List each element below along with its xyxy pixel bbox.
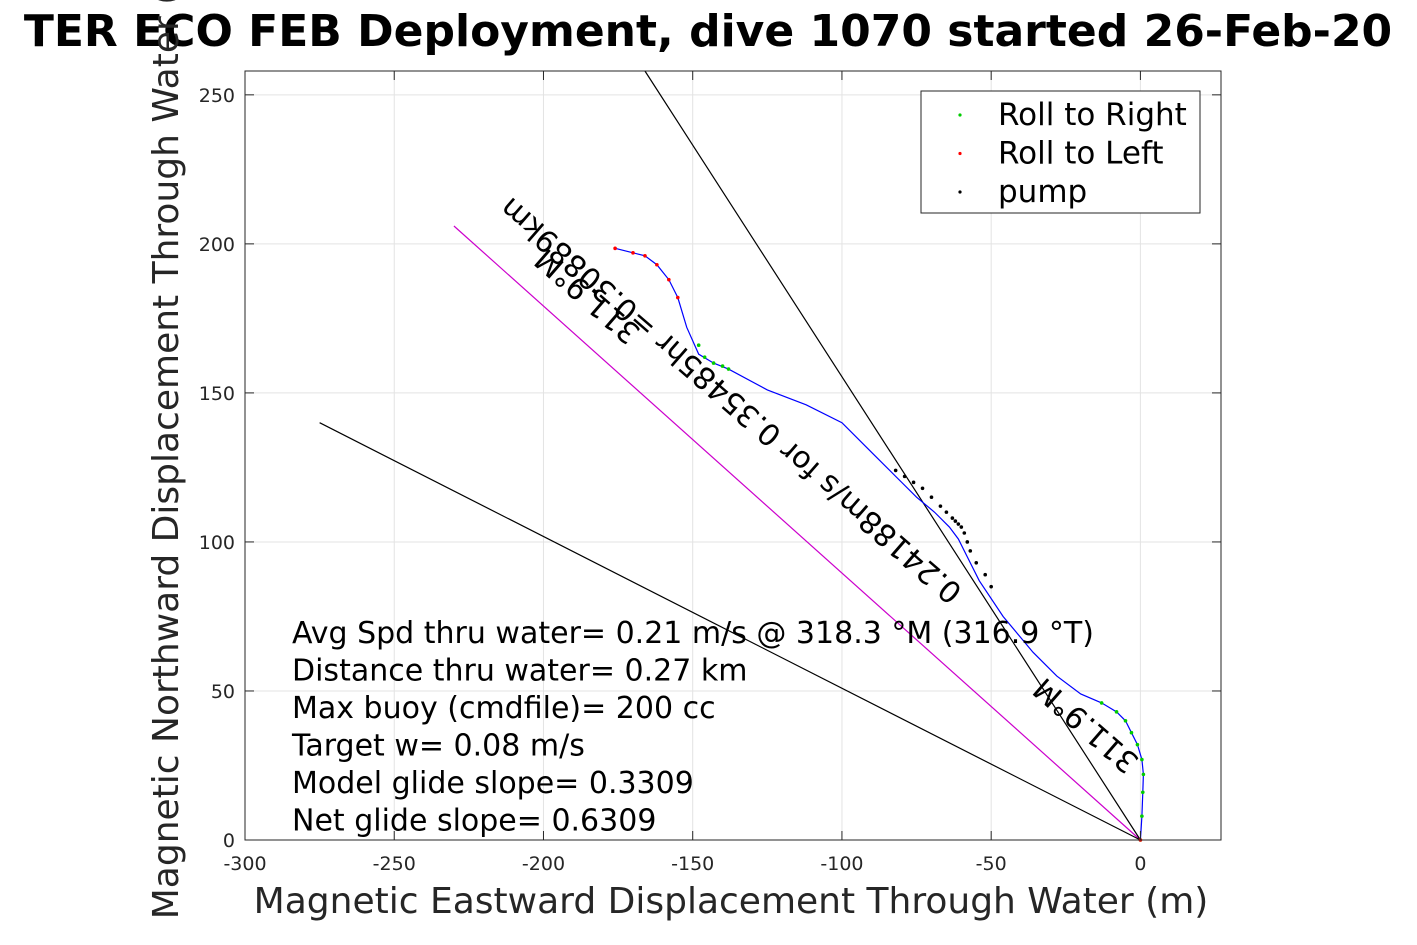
roll-right-point [1099,701,1104,705]
roll-right-point [1114,710,1119,714]
chart-title: TER ECO FEB Deployment, dive 1070 starte… [24,6,1392,57]
x-tick-label: -150 [671,853,714,875]
roll-right-point [726,367,731,371]
track [614,247,1144,841]
roll-right-point [711,361,716,365]
pump-point [962,531,967,535]
stat-line: Distance thru water= 0.27 km [292,654,747,689]
stats-block: Avg Spd thru water= 0.21 m/s @ 318.3 °M … [291,616,1094,839]
stat-line: Max buoy (cmdfile)= 200 cc [292,691,716,726]
x-tick-label: -50 [976,853,1007,875]
pump-point [902,474,907,479]
legend-entry: Roll to Right [998,97,1187,133]
x-axis-label: Magnetic Eastward Displacement Through W… [254,881,1209,922]
pump-point [959,525,964,529]
roll-right-point [1129,730,1134,735]
roll-right-point [702,355,707,359]
pump-point [938,504,943,508]
y-tick-label: 100 [199,532,235,554]
stat-line: Net glide slope= 0.6309 [292,804,656,839]
y-tick-label: 200 [199,234,235,256]
pump-point [965,540,970,544]
x-tick-label: -250 [373,853,416,875]
pump-point [983,572,988,577]
roll-right-point [720,364,725,368]
stat-line: Target w= 0.08 m/s [291,729,585,764]
roll-left-point [643,253,647,258]
roll-right-point [1135,742,1140,747]
legend-entry: pump [998,174,1087,210]
roll-left-point [655,262,659,267]
track-line [614,247,1144,841]
y-tick-label: 150 [199,383,235,405]
x-tick-label: 0 [1134,853,1146,875]
plot-frame [244,70,1222,841]
reference-line [644,70,1141,841]
pump-point [974,561,979,565]
roll-left-point [667,277,671,282]
reference-line [453,225,1141,841]
pump-point [929,495,934,500]
roll-right-point [1141,772,1146,777]
roll-left-point [631,251,635,255]
y-axis-label: Magnetic Northward Displacement Through … [146,0,187,919]
y-tick-label: 0 [223,830,235,852]
pump-point [950,516,955,520]
pump-point [911,480,916,485]
roll-right-point [1140,757,1144,762]
roll-left-point [613,246,617,251]
reference-lines [319,70,1141,841]
reference-line [319,422,1141,841]
axis-ticks: -300 -250 -200 -150 -100 -50 0 0 50 100 150 200 250 [199,71,1221,875]
pump-point [968,549,973,553]
stat-line: Model glide slope= 0.3309 [292,766,694,801]
x-tick-label: -200 [522,853,565,875]
pump-point [956,522,961,526]
roll-right-point [1140,814,1144,818]
legend-entry: Roll to Left [998,136,1164,172]
points [613,246,1146,842]
pump-point [893,468,898,473]
pump-point [989,584,993,589]
roll-left-point [675,295,680,300]
legend-marker [958,113,962,117]
legend-marker [958,151,962,156]
roll-right-point [1141,790,1145,795]
roll-right-point [696,343,701,348]
pump-point [920,486,925,491]
pump-point [944,510,949,514]
roll-right-point [1123,718,1128,723]
x-tick-label: -100 [820,853,863,875]
pump-point [953,519,958,523]
legend-box [920,90,1201,214]
legend-marker [958,190,962,194]
y-tick-label: 50 [211,681,235,703]
y-tick-label: 250 [199,85,235,107]
stat-line: Avg Spd thru water= 0.21 m/s @ 318.3 °M … [292,616,1094,651]
x-tick-label: -300 [223,853,266,875]
